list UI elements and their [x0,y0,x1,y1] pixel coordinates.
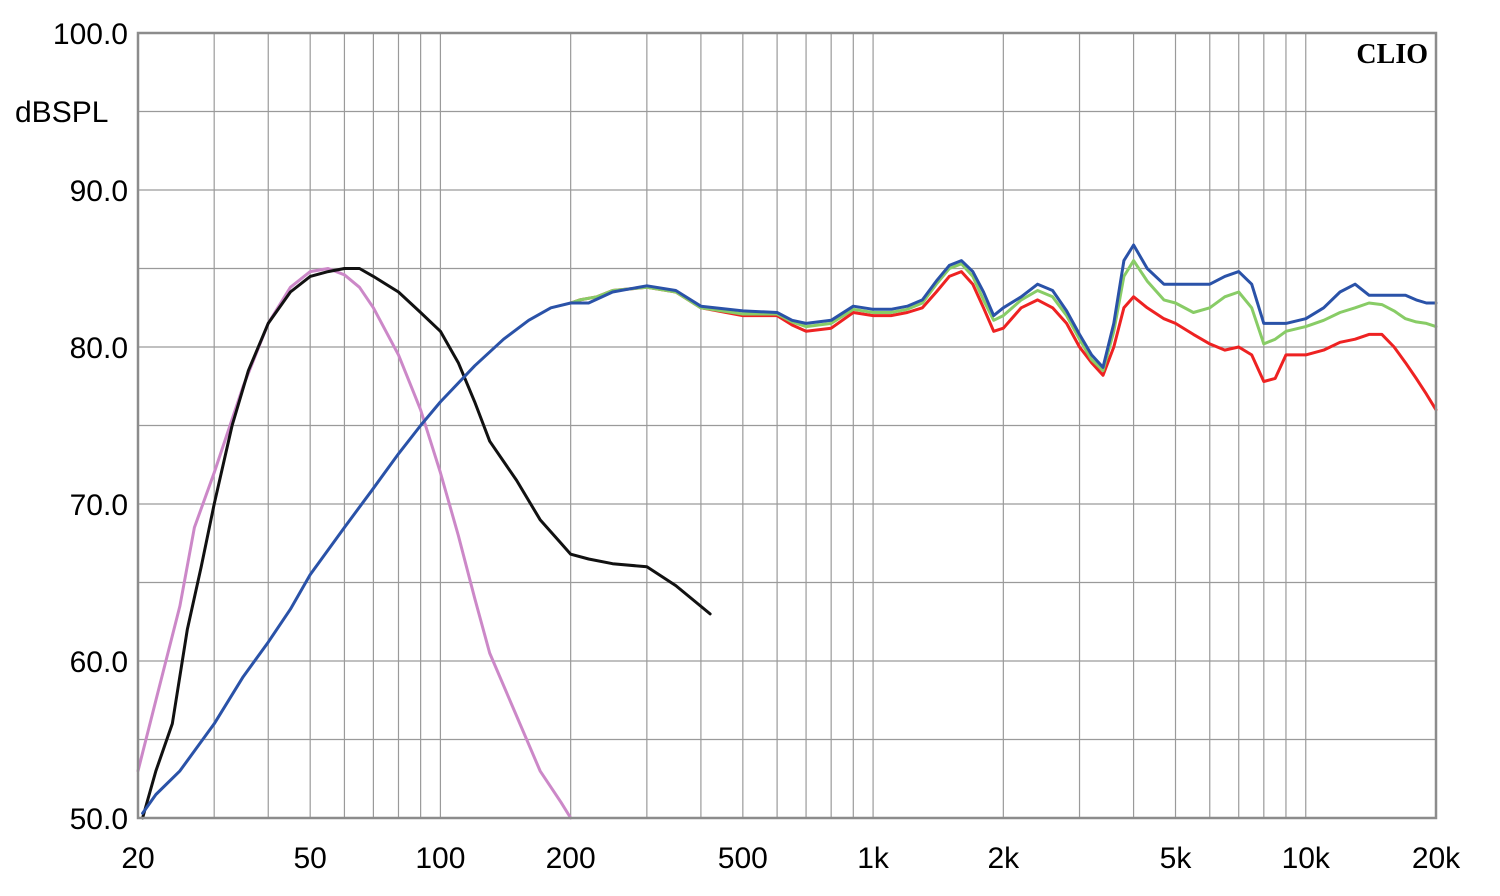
x-tick-labels: 20 50 100 200 500 1k 2k 5k 10k 20k [121,842,1461,875]
series-line-2 [141,267,712,820]
x-tick-label: 200 [546,842,596,875]
series-group [136,243,1438,820]
x-tick-label: 20k [1412,842,1461,875]
x-tick-label: 1k [857,842,890,875]
y-tick-label: 70.0 [70,489,128,522]
y-axis-unit-label: dBSPL [15,96,108,129]
x-tick-label: 100 [415,842,465,875]
y-tick-label: 90.0 [70,175,128,208]
series-line-3 [569,270,1438,412]
series-line-5 [141,243,1438,815]
plot-frame [136,31,1438,820]
x-tick-label: 2k [987,842,1020,875]
grid [138,33,1436,818]
y-tick-label: 80.0 [70,332,128,365]
x-tick-label: 50 [293,842,326,875]
x-tick-label: 500 [718,842,768,875]
y-tick-labels: 100.0 90.0 80.0 70.0 60.0 50.0 [53,18,128,836]
series-line-4 [569,259,1438,373]
x-tick-label: 10k [1282,842,1331,875]
y-tick-label: 50.0 [70,803,128,836]
x-tick-label: 20 [121,842,154,875]
x-tick-label: 5k [1160,842,1193,875]
clio-brand-label: CLIO [1356,39,1428,70]
y-tick-label: 60.0 [70,646,128,679]
series-line-1 [136,267,573,820]
y-tick-label: 100.0 [53,18,128,51]
